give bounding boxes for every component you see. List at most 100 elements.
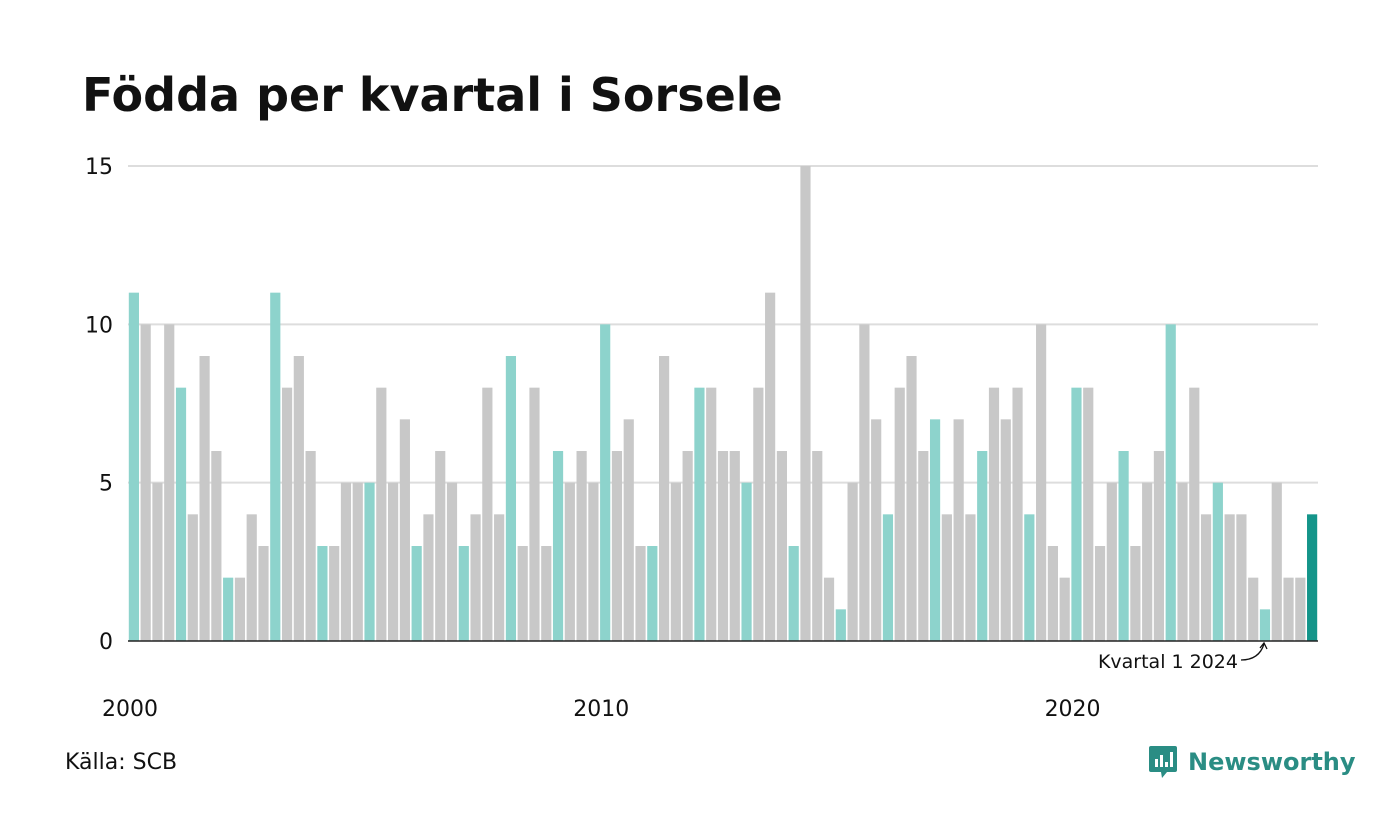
bar [1259, 609, 1271, 641]
brand-name: Newsworthy [1188, 748, 1356, 776]
bar [717, 451, 729, 641]
bar [1059, 577, 1070, 641]
bar [1118, 451, 1129, 641]
bar [988, 387, 1000, 641]
annotation-arrow [1240, 643, 1265, 661]
bar [1024, 514, 1035, 641]
bar [187, 514, 198, 641]
bar [223, 577, 234, 641]
bar [741, 482, 752, 641]
bars [128, 166, 1318, 641]
bar [953, 419, 964, 641]
bar [859, 324, 870, 641]
bar [1036, 324, 1047, 641]
x-tick-label: 2010 [573, 697, 629, 722]
bar [1047, 546, 1058, 641]
bar [352, 482, 363, 641]
chart-title: Födda per kvartal i Sorsele [82, 68, 783, 122]
bar [823, 577, 835, 641]
bar [305, 451, 316, 641]
bar [423, 514, 434, 641]
bar [729, 451, 740, 641]
bar [470, 514, 481, 641]
bar [411, 546, 422, 641]
bar [1224, 514, 1235, 641]
grid-lines [128, 165, 1318, 484]
bar [706, 387, 717, 641]
bar [1295, 577, 1306, 641]
annotation-arrowhead [1259, 641, 1268, 650]
bar [847, 482, 858, 641]
bar [329, 546, 340, 641]
bar [965, 514, 976, 641]
bar [753, 387, 764, 641]
chart-speech-bubble-icon [1149, 746, 1177, 778]
bar [1012, 387, 1023, 641]
bar [458, 546, 469, 641]
bar [1271, 482, 1282, 641]
bar [399, 419, 410, 641]
bar [835, 609, 846, 641]
bar [1153, 451, 1165, 641]
bar [682, 451, 693, 641]
bar [1177, 482, 1188, 641]
bar [152, 482, 163, 641]
bar [623, 419, 634, 641]
bar [776, 451, 788, 641]
bar [376, 387, 387, 641]
bar [918, 451, 929, 641]
bar [765, 292, 776, 641]
bar [1000, 419, 1011, 641]
bar [1071, 387, 1082, 641]
bar [1189, 387, 1200, 641]
bar [800, 166, 811, 641]
bar [281, 387, 293, 641]
bar [364, 482, 375, 641]
bar [164, 324, 175, 641]
bar [175, 387, 187, 641]
bar [812, 451, 823, 641]
y-tick-label: 0 [99, 630, 113, 655]
bar [340, 482, 352, 641]
bar [906, 356, 917, 641]
bar [140, 324, 151, 641]
bar [1283, 577, 1294, 641]
bar [529, 387, 540, 641]
bar [1307, 514, 1318, 641]
bar [270, 292, 281, 641]
bar [635, 546, 646, 641]
bar [293, 356, 304, 641]
bar [670, 482, 681, 641]
bar [199, 356, 210, 641]
bar [128, 292, 139, 641]
bar [1165, 324, 1176, 641]
annotation: Kvartal 1 2024 [1098, 641, 1268, 673]
bar [388, 482, 399, 641]
bar [647, 546, 658, 641]
bar [541, 546, 552, 641]
bar [211, 451, 222, 641]
bar [482, 387, 493, 641]
bar [1248, 577, 1259, 641]
y-tick-label: 10 [85, 313, 113, 338]
annotation-label: Kvartal 1 2024 [1098, 651, 1238, 673]
bar [564, 482, 575, 641]
bar [505, 356, 517, 641]
bar [977, 451, 988, 641]
bar [246, 514, 257, 641]
bar [494, 514, 505, 641]
bar [882, 514, 894, 641]
bar [517, 546, 528, 641]
x-tick-label: 2020 [1045, 697, 1101, 722]
bar [588, 482, 599, 641]
bar [611, 451, 623, 641]
bar [1130, 546, 1141, 641]
axes: 0 5 10 15 2000 2010 2020 [85, 155, 1318, 722]
bar [234, 577, 246, 641]
bar [552, 451, 564, 641]
bar [258, 546, 269, 641]
bar [941, 514, 952, 641]
bar [446, 482, 458, 641]
bar [1200, 514, 1212, 641]
